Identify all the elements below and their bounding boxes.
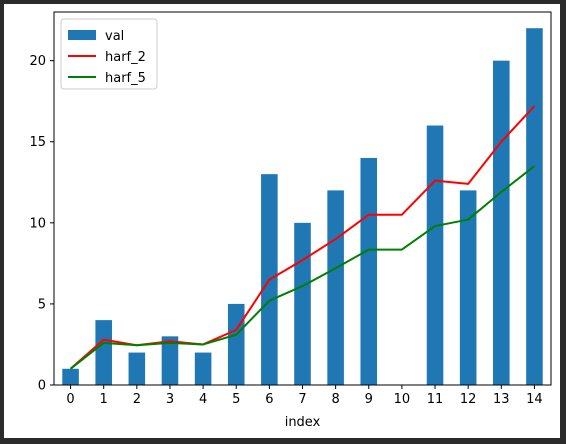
x-tick-label: 9 [365, 392, 373, 407]
y-tick-label: 15 [29, 135, 46, 150]
bar-val-8 [327, 190, 344, 385]
y-tick-label: 10 [29, 216, 46, 231]
bar-val-11 [426, 125, 444, 386]
legend-label-val: val [105, 29, 124, 44]
x-tick-label: 2 [133, 392, 141, 407]
legend: val harf_2 harf_5 [60, 18, 158, 90]
x-tick-label: 14 [526, 392, 543, 407]
x-tick-label: 6 [265, 392, 273, 407]
y-tick-label: 5 [38, 297, 46, 312]
bar-val-13 [493, 60, 510, 386]
y-tick-label: 0 [38, 379, 46, 394]
bar-val-14 [526, 28, 543, 385]
x-tick-label: 4 [199, 392, 207, 407]
x-tick-label: 5 [232, 392, 240, 407]
x-tick-label: 12 [460, 392, 477, 407]
bar-val-0 [62, 368, 79, 385]
bar-val-3 [161, 336, 179, 385]
bar-val-4 [194, 352, 212, 385]
x-axis-label: index [285, 415, 321, 430]
x-tick-label: 8 [331, 392, 339, 407]
bar-val-9 [360, 157, 378, 385]
bar-val-7 [294, 222, 311, 385]
x-tick-label: 11 [427, 392, 444, 407]
y-tick-label: 20 [29, 54, 46, 69]
bar-val-1 [95, 320, 112, 385]
bar-val-5 [227, 303, 245, 385]
bar-val-12 [459, 190, 477, 385]
x-tick-label: 1 [100, 392, 108, 407]
x-tick-label: 10 [394, 392, 411, 407]
figure: 0 1 2 3 4 5 6 7 8 9 10 11 12 13 14 0 5 10 15 20 index val h… [4, 4, 560, 438]
line-harf_5 [69, 165, 536, 370]
x-tick-label: 7 [298, 392, 306, 407]
legend-label-harf_2: harf_2 [105, 50, 146, 65]
legend-label-harf_5: harf_5 [105, 71, 146, 86]
x-tick-label: 3 [166, 392, 174, 407]
x-tick-label: 0 [66, 392, 74, 407]
x-tick-label: 13 [493, 392, 510, 407]
legend-swatch-val [68, 30, 96, 40]
bar-val-2 [128, 352, 146, 385]
